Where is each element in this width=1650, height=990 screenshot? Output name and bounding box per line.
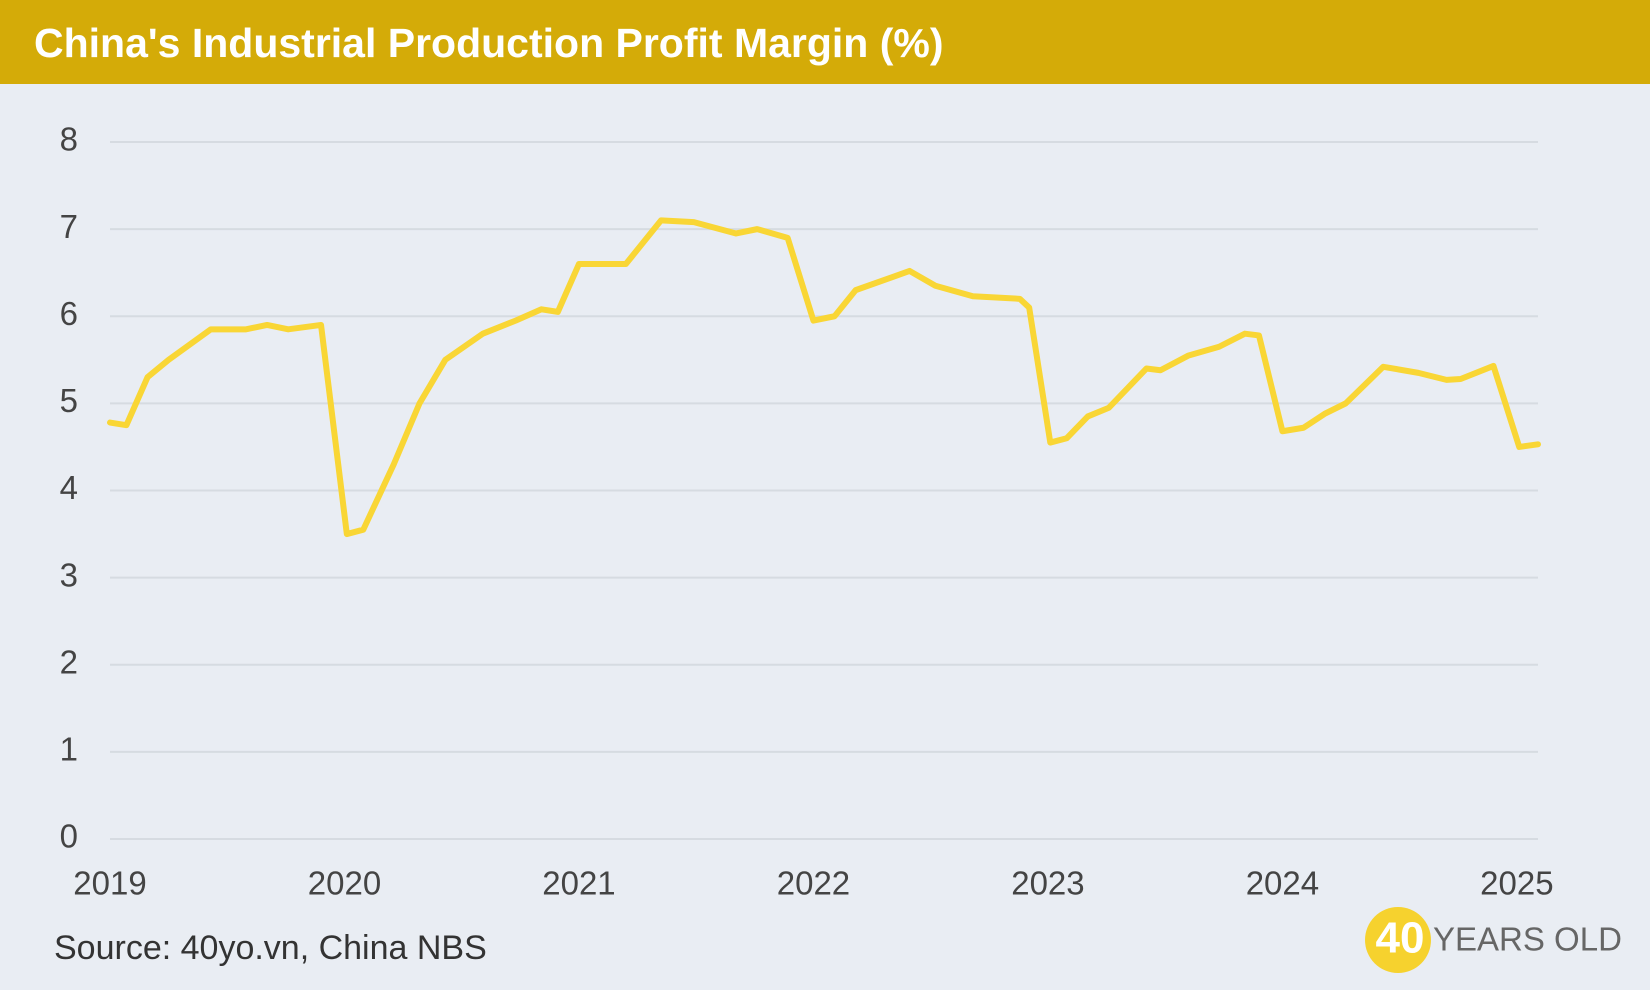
source: Source: 40yo.vn, China NBS [54,929,487,967]
x-tick-label: 2022 [777,865,850,902]
y-tick-label: 6 [60,295,78,332]
y-tick-label: 3 [60,556,78,593]
x-tick-label: 2020 [308,865,381,902]
y-tick-label: 0 [60,818,78,855]
y-tick-label: 4 [60,469,78,506]
x-tick-label: 2021 [542,865,615,902]
header-bar [0,0,1650,84]
logo-circle [1365,907,1431,973]
line [107,217,1541,538]
x-tick-label: 2025 [1480,865,1553,902]
x-tick-label: 2023 [1011,865,1084,902]
logo-number: 40 [1376,914,1425,963]
y-tick-label: 1 [60,731,78,768]
y-tick-label: 8 [60,121,78,158]
y-tick-label: 5 [60,382,78,419]
x-tick-label: 2024 [1246,865,1319,902]
y-tick-label: 2 [60,643,78,680]
y-tick-label: 7 [60,208,78,245]
chart-title: China's Industrial Production Profit Mar… [34,20,944,66]
logo-text: YEARS OLD [1433,921,1622,958]
x-tick-label: 2019 [73,865,146,902]
